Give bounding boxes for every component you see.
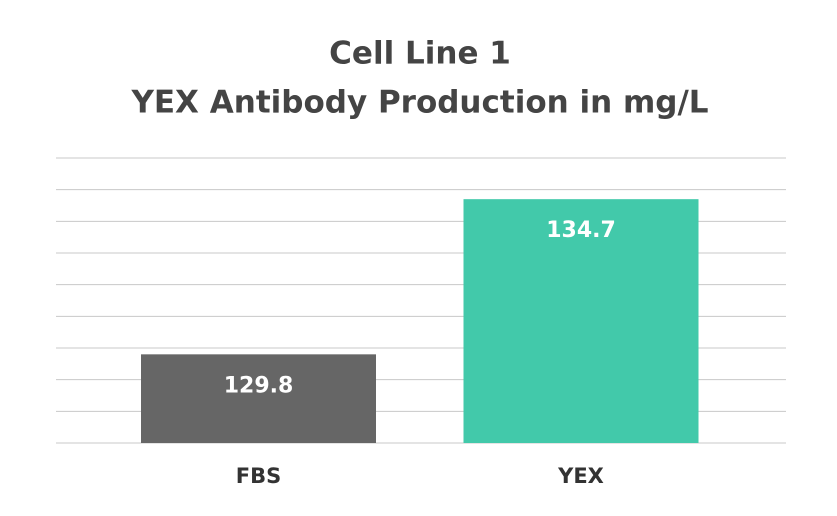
x-tick-label: YEX [557,464,604,488]
chart-title: YEX Antibody Production in mg/L [130,85,708,121]
x-tick-label: FBS [236,464,281,488]
value-label: 129.8 [224,373,294,398]
bar [141,354,376,443]
chart-title: Cell Line 1 [329,36,511,72]
bar [463,199,699,443]
value-label: 134.7 [546,218,616,243]
